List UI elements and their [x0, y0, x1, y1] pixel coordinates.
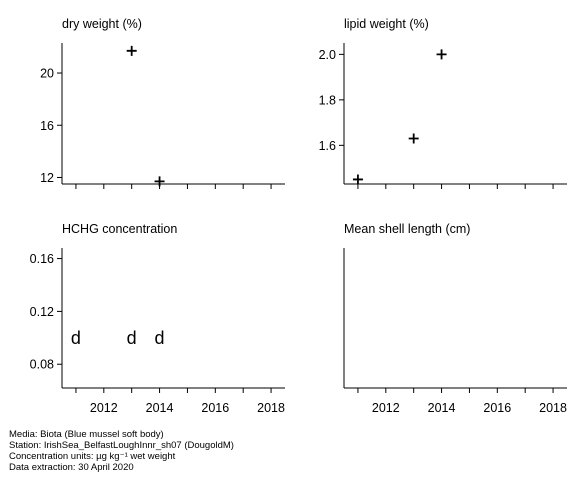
- panel-3-data-point: d: [155, 328, 165, 348]
- panel-2-title: lipid weight (%): [344, 17, 429, 31]
- chart-footer: Media: Biota (Blue mussel soft body) Sta…: [9, 429, 234, 473]
- panel-3-x-tick-label: 2012: [90, 401, 118, 415]
- panel-1-data-point: [126, 45, 137, 56]
- footer-extraction: Data extraction: 30 April 2020: [9, 462, 134, 473]
- panel-2-y-tick-label: 2.0: [319, 48, 336, 62]
- panel-4-x-tick-label: 2012: [372, 401, 400, 415]
- chart-figure: dry weight (%) 12 16 20 lipid weight (%) 1.6 1…: [30, 17, 567, 415]
- panel-3-title: HCHG concentration: [62, 222, 177, 236]
- panel-3-y-tick-label: 0.16: [30, 252, 54, 266]
- panel-1-y-tick-label: 16: [40, 119, 54, 133]
- panel-1-data-point: [154, 176, 165, 187]
- panel-3-x-tick-label: 2014: [146, 401, 174, 415]
- panel-3-y-tick-label: 0.08: [30, 358, 54, 372]
- panel-3-x-tick-label: 2018: [257, 401, 285, 415]
- panel-2-y-tick-label: 1.6: [319, 139, 336, 153]
- panel-2-y-tick-label: 1.8: [319, 93, 336, 107]
- panel-4-x-tick-label: 2014: [428, 401, 456, 415]
- panel-2-data-point: [408, 133, 419, 144]
- footer-station: Station: IrishSea_BelfastLoughInnr_sh07 …: [9, 440, 234, 451]
- panel-4-title: Mean shell length (cm): [344, 222, 470, 236]
- panel-3-y-tick-label: 0.12: [30, 305, 54, 319]
- panel-1-y-tick-label: 12: [40, 171, 54, 185]
- panel-3-data-point: d: [71, 328, 81, 348]
- panel-3-x-tick-label: 2016: [201, 401, 229, 415]
- footer-media: Media: Biota (Blue mussel soft body): [9, 429, 164, 440]
- panel-1-y-tick-label: 20: [40, 67, 54, 81]
- panel-3-data-point: d: [127, 328, 137, 348]
- panel-4-x-tick-label: 2018: [539, 401, 567, 415]
- panel-1-title: dry weight (%): [62, 17, 142, 31]
- panel-2-data-point: [436, 49, 447, 60]
- footer-units: Concentration units: µg kg⁻¹ wet weight: [9, 451, 176, 462]
- panel-2-data-point: [352, 174, 363, 185]
- panel-4-x-tick-label: 2016: [483, 401, 511, 415]
